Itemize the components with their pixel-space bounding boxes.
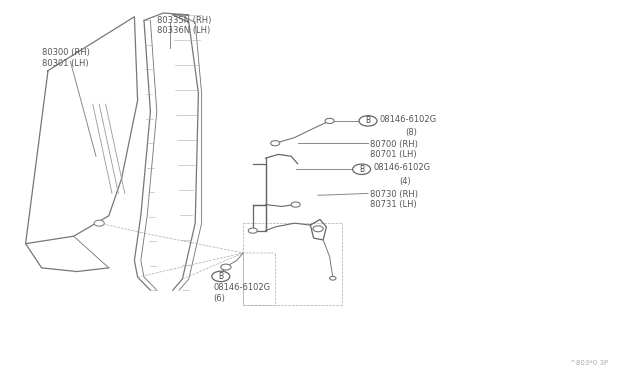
- Text: B: B: [365, 116, 371, 125]
- Text: 08146-6102G: 08146-6102G: [373, 163, 430, 172]
- Text: ^803*0 3P: ^803*0 3P: [570, 360, 608, 366]
- Circle shape: [291, 202, 300, 207]
- Text: 08146-6102G
(6): 08146-6102G (6): [213, 283, 270, 303]
- Text: B: B: [359, 165, 364, 174]
- Text: 80700 (RH)
80701 (LH): 80700 (RH) 80701 (LH): [370, 140, 418, 159]
- Circle shape: [313, 226, 323, 232]
- Text: (4): (4): [399, 177, 411, 186]
- Text: (8): (8): [406, 128, 417, 137]
- Circle shape: [248, 228, 257, 233]
- Circle shape: [94, 220, 104, 226]
- Text: 08146-6102G: 08146-6102G: [380, 115, 436, 124]
- Circle shape: [271, 141, 280, 146]
- Circle shape: [359, 116, 377, 126]
- Circle shape: [353, 164, 371, 174]
- Circle shape: [221, 264, 231, 270]
- Text: 80335N (RH)
80336N (LH): 80335N (RH) 80336N (LH): [157, 16, 211, 35]
- Circle shape: [325, 118, 334, 124]
- Text: 80730 (RH)
80731 (LH): 80730 (RH) 80731 (LH): [370, 190, 418, 209]
- Text: B: B: [218, 272, 223, 281]
- Text: 80300 (RH)
80301 (LH): 80300 (RH) 80301 (LH): [42, 48, 90, 68]
- Circle shape: [212, 271, 230, 282]
- Circle shape: [330, 276, 336, 280]
